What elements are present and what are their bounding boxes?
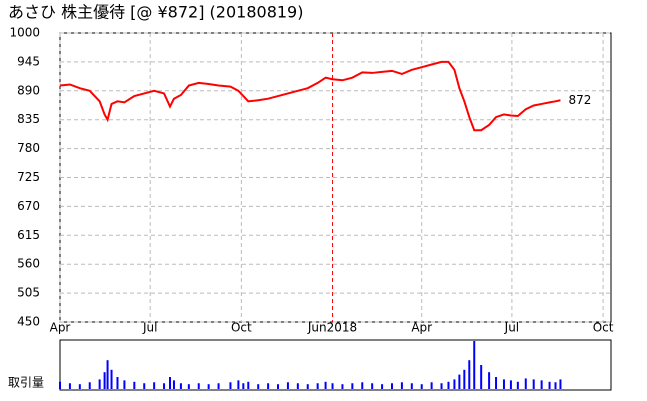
volume-bar [143, 383, 146, 389]
volume-bar [296, 383, 299, 389]
volume-bar [331, 383, 334, 389]
volume-bar [267, 383, 270, 389]
volume-frame [59, 339, 612, 391]
x-tick-label: Apr [50, 321, 71, 335]
volume-bar [78, 384, 81, 389]
volume-bar [410, 383, 413, 389]
volume-bar [495, 377, 498, 389]
y-tick-label: 670 [17, 199, 40, 213]
volume-bar [463, 369, 466, 389]
chart-title: あさひ 株主優待 [@ ¥872] (20180819) [8, 3, 303, 22]
x-tick-label: Oct [593, 321, 614, 335]
volume-bar [247, 381, 250, 389]
volume-bar [257, 384, 260, 389]
x-tick-label: Apr [411, 321, 432, 335]
volume-bar [106, 360, 109, 389]
volume-bar [468, 360, 471, 389]
volume-bar [440, 383, 443, 389]
volume-bar [229, 382, 232, 389]
volume-bar [286, 382, 289, 389]
y-tick-label: 505 [17, 286, 40, 300]
volume-bar [473, 341, 476, 389]
volume-bar [524, 378, 527, 389]
volume-bar [361, 382, 364, 389]
volume-bar [324, 381, 327, 389]
y-tick-label: 450 [17, 315, 40, 329]
volume-bar [420, 384, 423, 389]
x-tick-label: Jun2018 [307, 321, 357, 335]
y-tick-label: 560 [17, 257, 40, 271]
volume-bar [480, 365, 483, 389]
volume-bar [153, 382, 156, 389]
volume-bar [516, 381, 519, 389]
volume-bar [123, 380, 126, 389]
volume-bar [88, 382, 91, 389]
volume-bar [341, 384, 344, 389]
volume-bar [116, 377, 119, 389]
volume-bar [540, 380, 543, 389]
volume-bar [172, 380, 175, 389]
volume-bar [110, 369, 113, 389]
volume-bar [548, 381, 551, 389]
volume-bar [316, 383, 319, 389]
y-tick-label: 1000 [9, 26, 40, 40]
volume-bar [98, 379, 101, 389]
volume-bar [242, 383, 245, 389]
volume-bar [163, 383, 166, 389]
volume-bar [277, 384, 280, 389]
y-tick-label: 725 [17, 170, 40, 184]
y-tick-label: 945 [17, 54, 40, 68]
volume-bar [306, 384, 309, 389]
price-line [59, 60, 561, 132]
volume-bar [400, 382, 403, 389]
volume-bar [371, 383, 374, 389]
volume-bar [197, 383, 200, 389]
volume-bar [169, 377, 172, 389]
volume-bar [488, 372, 491, 389]
x-tick-label: Jul [142, 321, 157, 335]
last-price-label: 872 [568, 93, 591, 107]
volume-bar [458, 374, 461, 389]
volume-bar [351, 383, 354, 389]
volume-bar [68, 383, 71, 389]
x-tick-label: Oct [231, 321, 252, 335]
volume-bar [381, 384, 384, 389]
y-tick-label: 890 [17, 83, 40, 97]
volume-bar [133, 381, 136, 389]
y-tick-label: 780 [17, 141, 40, 155]
volume-label: 取引量 [8, 376, 44, 390]
volume-bar [509, 380, 512, 389]
volume-bar [217, 383, 220, 389]
volume-bar [207, 384, 210, 389]
y-tick-label: 835 [17, 112, 40, 126]
y-tick-label: 615 [17, 228, 40, 242]
volume-bar [430, 382, 433, 389]
volume-bar [453, 379, 456, 389]
volume-bar [187, 384, 190, 389]
volume-bar [559, 379, 562, 389]
volume-bar [532, 379, 535, 389]
x-tick-label: Jul [504, 321, 519, 335]
volume-bar [554, 382, 557, 389]
volume-bar [59, 381, 61, 389]
volume-bar [179, 383, 182, 389]
volume-bar [502, 379, 505, 389]
volume-bar [447, 381, 450, 389]
volume-bar [390, 383, 393, 389]
volume-bar [103, 372, 106, 389]
volume-bar [237, 380, 240, 389]
